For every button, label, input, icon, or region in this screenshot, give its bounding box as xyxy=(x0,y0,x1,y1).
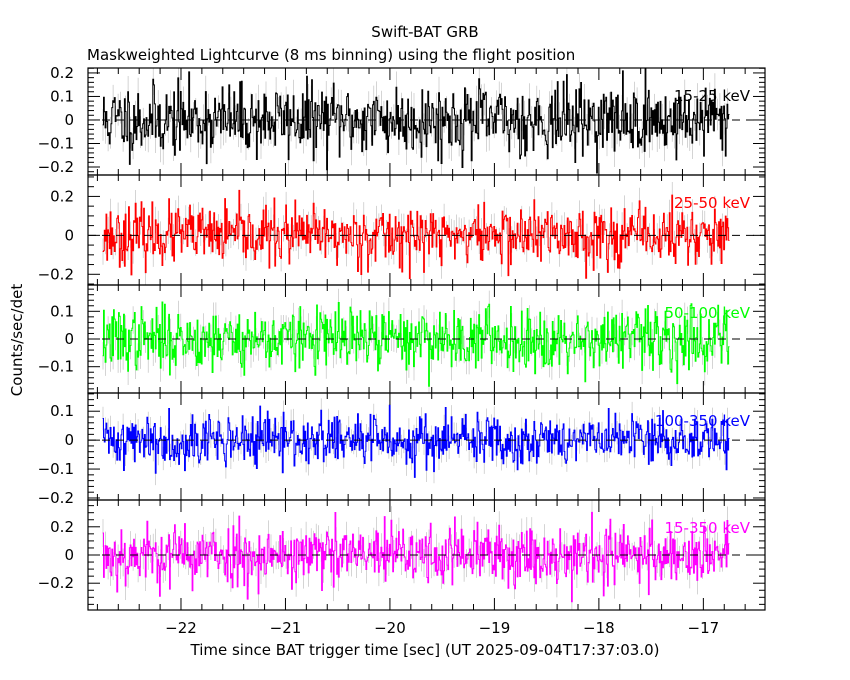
series-line xyxy=(102,189,730,280)
x-axis-label: Time since BAT trigger time [sec] (UT 20… xyxy=(190,641,660,659)
panel-15-25-keV: 0.2 0.1 0 −0.1 −0.2 15-25 keV xyxy=(38,64,766,176)
chart-title: Swift-BAT GRB xyxy=(371,23,478,41)
series-line xyxy=(102,511,730,603)
panel-100-350-keV: 0.1 0 −0.1 −0.2 100-350 keV xyxy=(38,392,766,507)
error-bars xyxy=(102,182,728,285)
energy-band-label: 15-350 keV xyxy=(664,519,750,537)
y-tick-label: 0 xyxy=(64,226,74,244)
y-tick-label: 0.2 xyxy=(50,518,74,536)
x-tick-label: −17 xyxy=(688,619,720,637)
y-tick-label: 0 xyxy=(64,431,74,449)
y-axis-label: Counts/sec/det xyxy=(8,284,26,397)
panel-15-350-keV: 0.2 0 −0.2 15-350 keV xyxy=(38,499,766,611)
energy-band-label: 50-100 keV xyxy=(664,304,750,322)
x-tick-label: −22 xyxy=(165,619,197,637)
y-tick-label: −0.1 xyxy=(38,358,74,376)
energy-band-label: 25-50 keV xyxy=(674,194,751,212)
series-line xyxy=(102,404,730,478)
y-tick-label: −0.2 xyxy=(38,574,74,592)
y-tick-label: 0.2 xyxy=(50,64,74,82)
y-tick-label: 0.2 xyxy=(50,187,74,205)
x-tick-label: −18 xyxy=(583,619,615,637)
y-tick-label: 0 xyxy=(64,111,74,129)
x-tick-label: −20 xyxy=(374,619,406,637)
y-tick-label: 0.1 xyxy=(50,302,74,320)
series-line xyxy=(102,68,730,174)
chart-subtitle: Maskweighted Lightcurve (8 ms binning) u… xyxy=(87,46,575,64)
y-tick-label: −0.1 xyxy=(38,460,74,478)
series-line xyxy=(102,301,730,387)
y-tick-label: 0 xyxy=(64,546,74,564)
energy-band-label: 100-350 keV xyxy=(655,412,751,430)
y-tick-label: −0.2 xyxy=(38,265,74,283)
x-tick-label: −21 xyxy=(270,619,302,637)
y-tick-label: 0 xyxy=(64,330,74,348)
y-tick-label: −0.2 xyxy=(38,158,74,176)
y-tick-label: −0.1 xyxy=(38,134,74,152)
y-tick-label: 0.1 xyxy=(50,87,74,105)
x-tick-label: −19 xyxy=(479,619,511,637)
y-tick-label: −0.2 xyxy=(38,489,74,507)
panel-50-100-keV: 0.1 0 −0.1 50-100 keV xyxy=(38,284,766,394)
y-tick-label: 0.1 xyxy=(50,402,74,420)
energy-band-label: 15-25 keV xyxy=(674,87,751,105)
panel-25-50-keV: 0.2 0 −0.2 25-50 keV xyxy=(38,174,766,286)
